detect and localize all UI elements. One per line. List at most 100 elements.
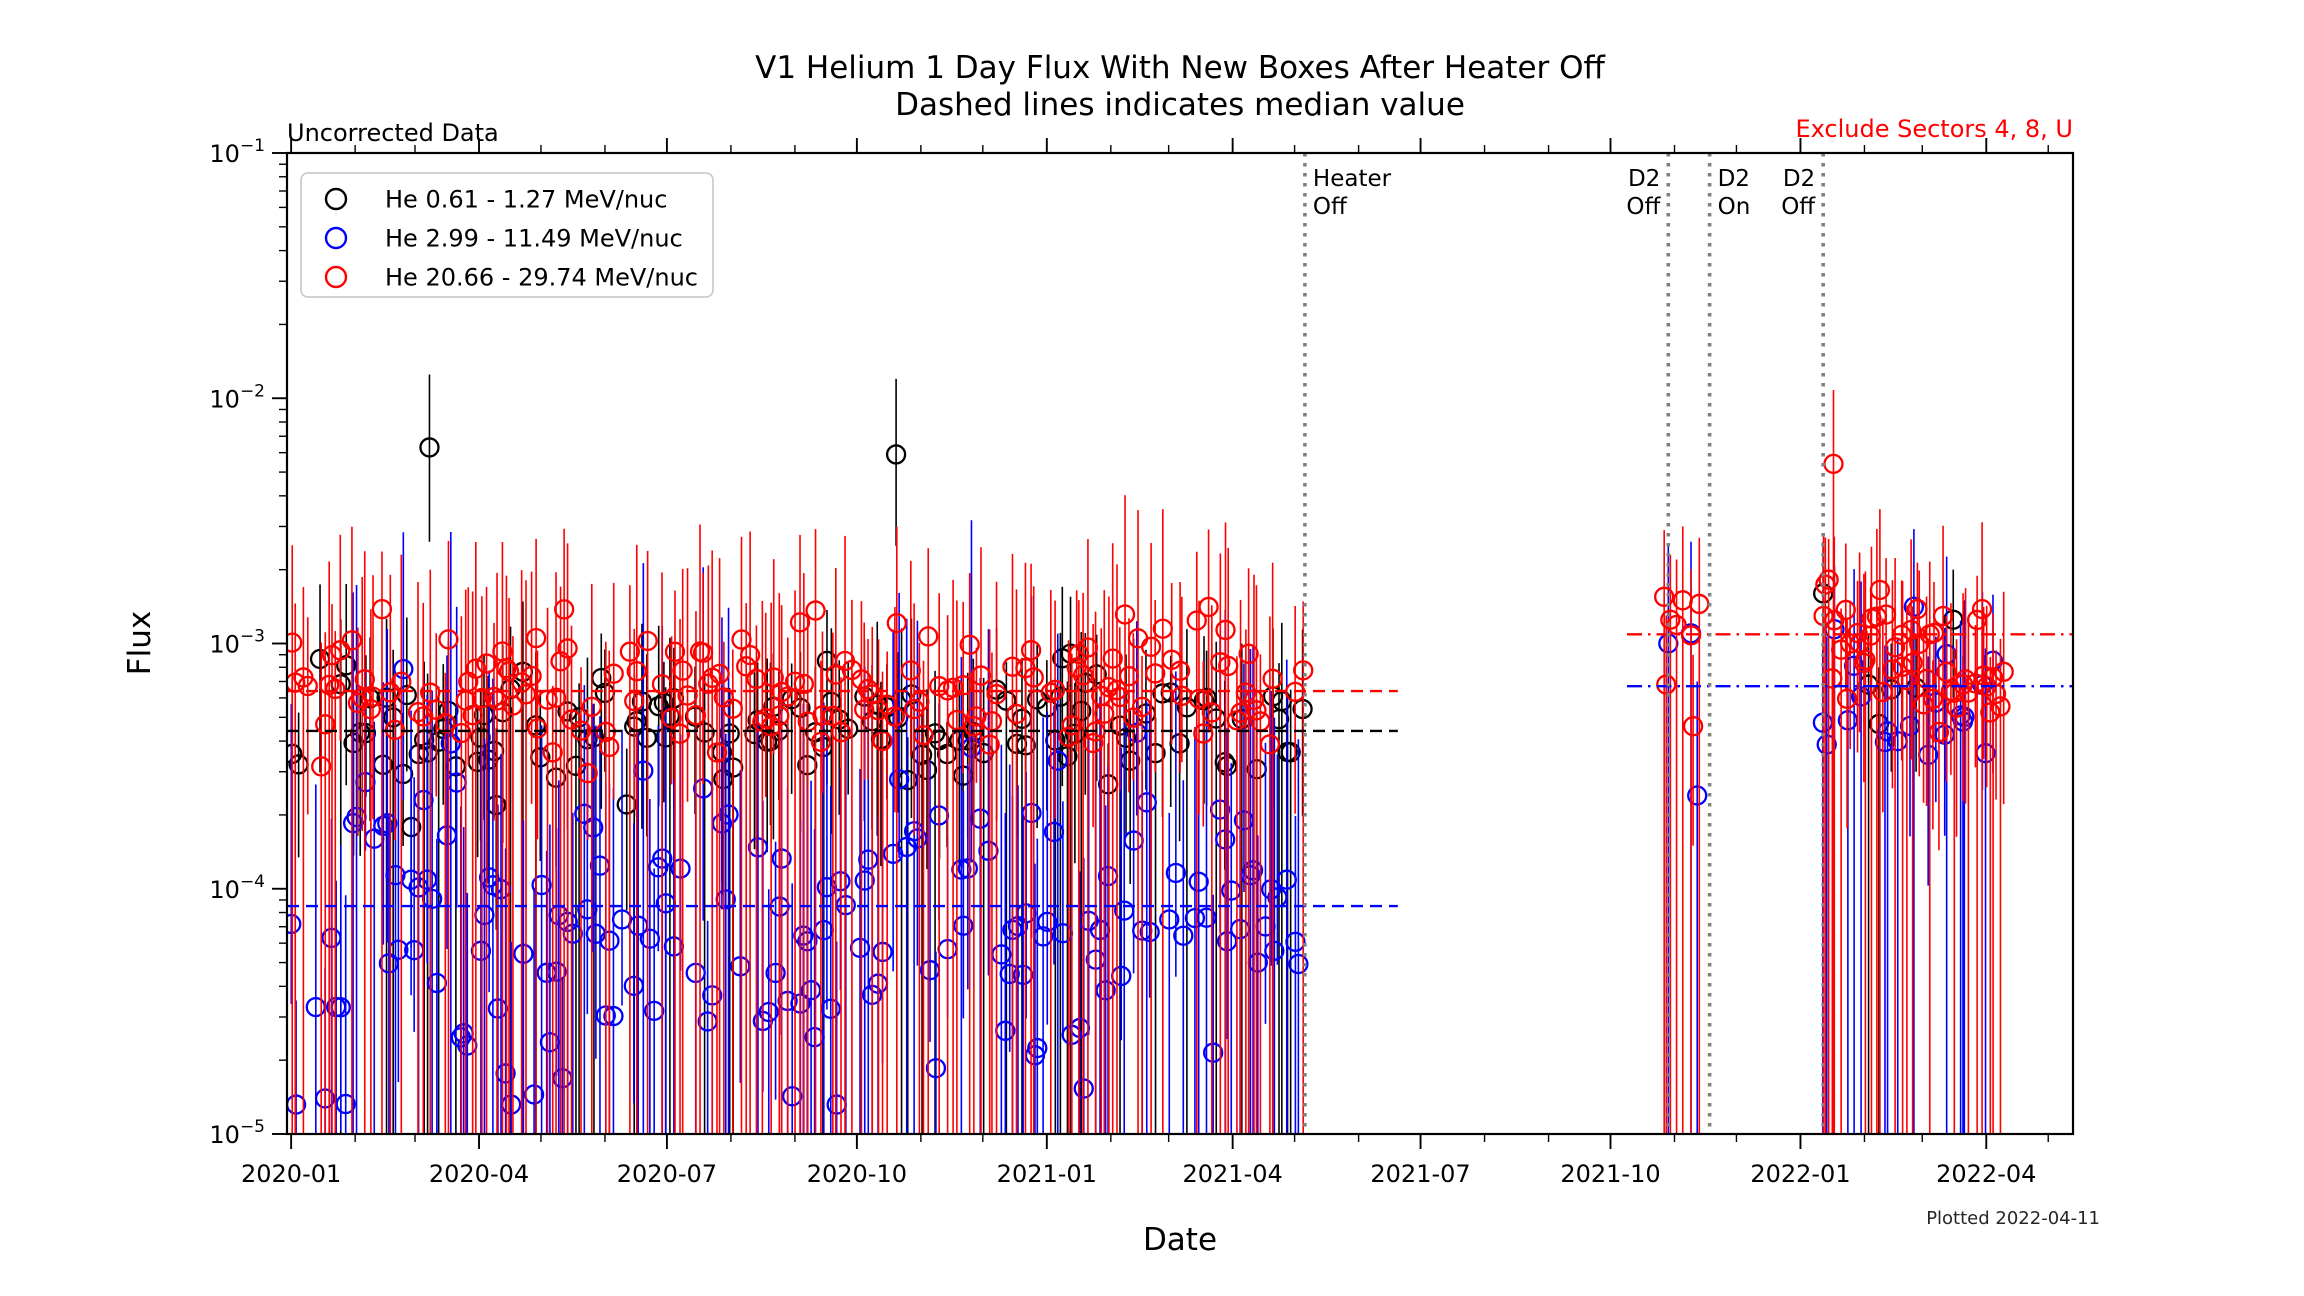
data-point: [1262, 668, 1283, 689]
data-point: [1233, 810, 1255, 831]
data-point: [722, 698, 743, 719]
data-point: [599, 736, 620, 758]
data-point: [1165, 862, 1186, 884]
data-point: [800, 980, 822, 1001]
data-point: [1946, 697, 1967, 718]
data-point: [1971, 598, 1993, 620]
data-point: [377, 813, 398, 834]
data-point: [812, 705, 833, 726]
legend-label: He 2.99 - 11.49 MeV/nuc: [385, 225, 683, 253]
data-point: [1188, 688, 1210, 710]
data-point: [521, 665, 542, 687]
data-point: [1855, 649, 1876, 670]
data-point: [583, 817, 604, 838]
data-point: [1027, 1037, 1048, 1059]
data-point: [1259, 734, 1281, 755]
x-tick-label: 2021-01: [997, 1160, 1097, 1188]
event-label: Off: [1626, 194, 1661, 220]
data-point: [1293, 660, 1314, 681]
data-point: [1040, 682, 1061, 703]
y-axis-ticks: 10−1 10−2 10−3 10−4 10−5: [209, 136, 287, 1149]
data-point: [603, 1005, 624, 1027]
data-point: [1847, 622, 1868, 644]
data-point: [1882, 659, 1903, 680]
data-point: [539, 1032, 561, 1053]
data-point: [978, 840, 999, 861]
data-point: [706, 742, 728, 763]
data-point: [465, 658, 486, 679]
chart-subtitle: Dashed lines indicates median value: [895, 87, 1465, 123]
data-point: [1118, 666, 1140, 687]
data-point: [1069, 1017, 1091, 1039]
data-point: [1140, 636, 1162, 657]
data-point: [900, 660, 921, 681]
data-point: [736, 656, 757, 677]
data-point: [970, 665, 992, 686]
data-point: [1276, 869, 1297, 890]
data-point: [1196, 687, 1217, 709]
data-point: [1932, 605, 1954, 627]
data-point: [1993, 661, 2014, 682]
data-point: [1243, 689, 1265, 710]
data-point: [1114, 900, 1135, 921]
data-point: [909, 691, 930, 712]
data-point: [1173, 925, 1194, 946]
data-point: [373, 815, 394, 837]
data-point: [1037, 911, 1058, 933]
data-point: [1072, 665, 1094, 686]
data-point: [531, 874, 552, 896]
data-point: [525, 627, 547, 649]
data-point: [513, 943, 534, 964]
x-axis-label: Date: [1143, 1222, 1217, 1258]
data-point: [822, 705, 843, 727]
legend-marker-icon: [324, 226, 348, 250]
data-point: [886, 612, 907, 634]
event-label: Heater: [1313, 166, 1392, 192]
data-point: [335, 1093, 356, 1115]
data-point: [1822, 668, 1843, 689]
data-point: [483, 686, 505, 708]
data-point: [557, 638, 578, 659]
data-point: [623, 975, 645, 997]
legend-label: He 20.66 - 29.74 MeV/nuc: [385, 264, 698, 292]
data-point: [471, 687, 493, 709]
data-point: [986, 684, 1007, 705]
data-point: [1159, 909, 1180, 930]
data-point: [1288, 953, 1309, 975]
data-point: [730, 956, 751, 977]
data-point: [1973, 665, 1994, 686]
data-point: [1872, 681, 1893, 703]
data-point: [603, 663, 624, 684]
data-point: [692, 642, 714, 663]
data-point: [315, 714, 336, 735]
data-point: [438, 629, 459, 650]
data-point: [1985, 683, 2007, 705]
data-point: [436, 825, 458, 846]
data-point: [1047, 750, 1068, 771]
data-point: [857, 678, 879, 700]
data-point: [1095, 980, 1116, 1001]
data-point: [1966, 609, 1988, 631]
data-point: [545, 687, 567, 708]
x-tick-label: 2020-07: [617, 1160, 717, 1188]
data-point: [685, 705, 707, 726]
data-point: [793, 673, 814, 695]
axes-layer: 2020-01 2020-04 2020-07 2020-10 2021-01 2021-…: [209, 136, 2075, 1188]
event-label: On: [1718, 194, 1751, 220]
data-point: [1077, 637, 1099, 658]
legend-marker-icon: [324, 187, 348, 211]
data-point: [1242, 860, 1264, 881]
data-point: [1131, 696, 1153, 718]
data-point: [1152, 618, 1173, 639]
event-label: Off: [1781, 194, 1816, 220]
data-point: [354, 669, 375, 690]
data-point: [330, 640, 351, 661]
x-tick-label: 2021-07: [1370, 1160, 1470, 1188]
data-point: [1902, 652, 1923, 673]
median-lines-layer: [287, 633, 2073, 908]
data-point: [419, 437, 440, 458]
data-point: [440, 733, 461, 754]
data-point: [490, 879, 512, 900]
